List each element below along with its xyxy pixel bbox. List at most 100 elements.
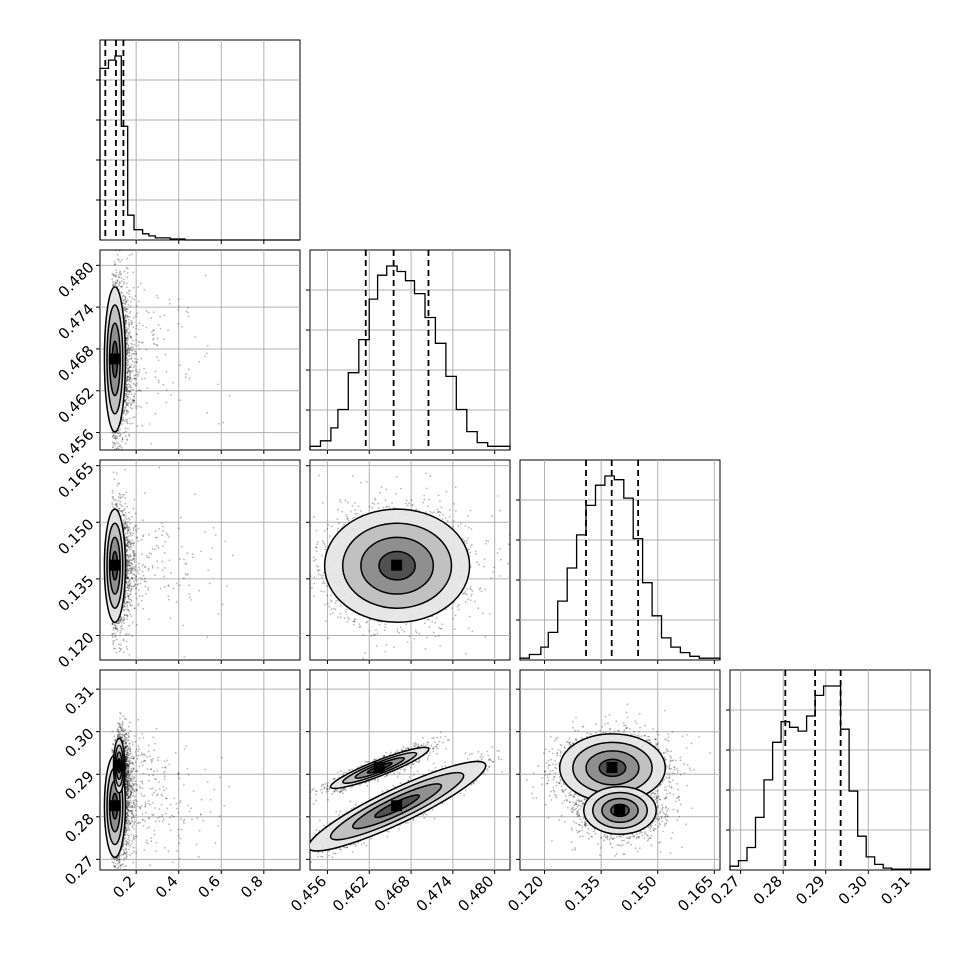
sample-point: [126, 422, 129, 425]
sample-point: [136, 390, 139, 392]
sample-point: [127, 561, 129, 564]
sample-point: [144, 585, 147, 588]
sample-point: [136, 358, 139, 361]
sample-point: [131, 585, 133, 588]
sample-point: [124, 406, 126, 409]
sample-point: [130, 393, 133, 396]
sample-point: [113, 437, 115, 440]
sample-point: [165, 389, 168, 391]
sample-point: [133, 399, 135, 401]
sample-point: [126, 391, 129, 393]
sample-point: [123, 281, 126, 284]
sample-point: [124, 405, 127, 407]
density-layer: [103, 466, 234, 658]
sample-point: [112, 434, 114, 437]
sample-point: [117, 259, 120, 261]
sample-point: [134, 369, 137, 371]
sample-point: [129, 300, 132, 303]
sample-point: [122, 307, 125, 310]
sample-point: [151, 566, 154, 569]
sample-point: [124, 515, 127, 517]
sample-point: [128, 335, 131, 337]
sample-point: [125, 390, 128, 393]
sample-point: [123, 618, 126, 621]
sample-point: [126, 272, 129, 274]
sample-point: [146, 387, 149, 390]
sample-point: [129, 522, 132, 525]
histogram-step-line: [99, 55, 300, 241]
sample-point: [129, 347, 132, 350]
sample-point: [115, 271, 118, 274]
sample-point: [135, 378, 138, 380]
sample-point: [133, 542, 135, 545]
sample-point: [129, 548, 131, 551]
sample-point: [138, 341, 141, 344]
sample-point: [131, 563, 134, 566]
sample-point: [118, 507, 121, 510]
sample-point: [141, 424, 144, 427]
sample-point: [127, 428, 129, 430]
sample-point: [128, 568, 131, 570]
sample-point: [137, 389, 140, 392]
sample-point: [122, 278, 125, 281]
sample-point: [127, 589, 129, 592]
sample-point: [111, 436, 114, 438]
sample-point: [144, 566, 146, 569]
sample-point: [130, 555, 133, 557]
sample-point: [133, 498, 136, 501]
sample-point: [125, 339, 128, 342]
sample-point: [224, 540, 227, 543]
sample-point: [125, 571, 128, 574]
sample-point: [117, 482, 119, 485]
sample-point: [124, 399, 127, 402]
sample-point: [126, 567, 129, 570]
sample-point: [122, 638, 125, 641]
sample-point: [131, 348, 134, 351]
sample-point: [147, 587, 150, 589]
sample-point: [188, 593, 191, 595]
sample-point: [124, 310, 127, 312]
sample-point: [118, 244, 120, 246]
sample-point: [126, 403, 128, 405]
sample-point: [129, 366, 131, 369]
sample-point: [120, 627, 123, 630]
sample-point: [120, 440, 123, 443]
sample-point: [128, 384, 131, 387]
sample-point: [132, 529, 135, 532]
sample-point: [137, 340, 140, 343]
sample-point: [156, 344, 158, 346]
sample-point: [125, 386, 127, 388]
sample-point: [152, 342, 155, 345]
sample-point: [124, 442, 127, 445]
sample-point: [120, 629, 122, 632]
sample-point: [128, 518, 131, 521]
sample-point: [182, 558, 185, 561]
sample-point: [117, 448, 120, 450]
sample-point: [112, 282, 115, 285]
sample-point: [126, 371, 129, 374]
sample-point: [159, 315, 162, 318]
sample-point: [127, 595, 129, 598]
panel-background: [99, 249, 301, 451]
sample-point: [135, 587, 138, 589]
sample-point: [124, 596, 127, 599]
sample-point: [136, 370, 139, 373]
sample-point: [151, 548, 154, 550]
sample-point: [111, 489, 114, 492]
sample-point: [132, 566, 135, 568]
density-peak: [108, 353, 120, 365]
sample-point: [123, 493, 126, 496]
sample-point: [128, 546, 131, 548]
sample-point: [128, 559, 131, 561]
sample-point: [127, 402, 130, 405]
sample-point: [120, 433, 122, 436]
sample-point: [126, 388, 128, 391]
sample-point: [116, 628, 119, 631]
sample-point: [134, 374, 137, 376]
sample-point: [126, 542, 129, 545]
sample-point: [127, 545, 130, 548]
sample-point: [127, 358, 129, 361]
sample-point: [126, 586, 128, 589]
sample-point: [125, 523, 127, 526]
sample-point: [131, 352, 133, 355]
